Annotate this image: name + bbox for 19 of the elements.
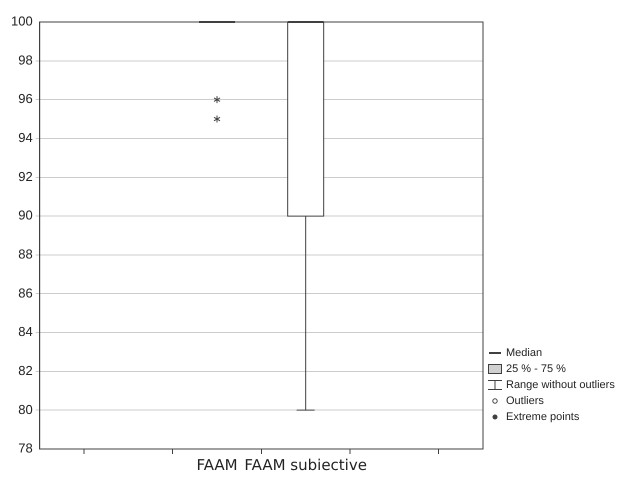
x-tick-label: FAAM subiective [244,456,367,474]
y-tick-label: 88 [18,246,33,262]
y-tick-label: 86 [18,285,33,300]
text: Range without outliers [506,378,615,393]
text: Outliers [506,394,544,409]
text: Median [506,346,542,361]
y-tick-label: 98 [18,52,33,68]
x-tick-label: FAAM [196,456,238,474]
y-tick-label: 92 [18,168,33,184]
y-tick-label: 90 [18,208,33,223]
y-tick-label: 100 [10,14,33,29]
text: Extreme points [506,410,580,425]
y-tick-label: 96 [18,91,33,106]
y-tick-label: 80 [18,402,33,417]
y-tick-label: 82 [18,362,33,378]
text: 25 % - 75 % [506,362,566,377]
y-tick-label: 94 [18,130,33,146]
y-tick-label: 78 [18,440,33,456]
y-tick-label: 84 [18,324,33,340]
